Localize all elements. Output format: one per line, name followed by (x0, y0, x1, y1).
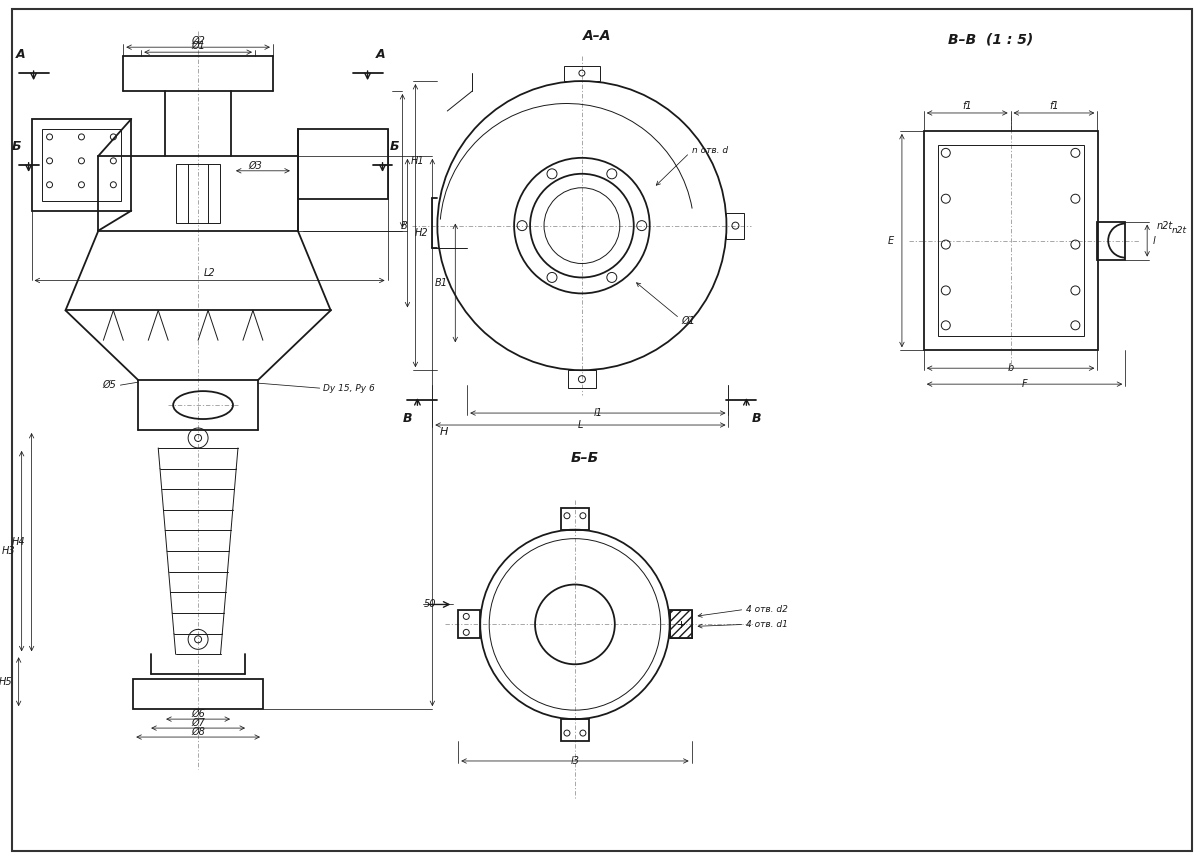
Text: В: В (751, 412, 761, 425)
Text: А: А (16, 48, 25, 61)
Text: В: В (403, 412, 412, 425)
Text: В1: В1 (434, 278, 448, 288)
Text: b: b (1008, 363, 1014, 373)
Text: f1: f1 (962, 101, 972, 111)
Bar (133, 679, 263, 709)
Text: Ø6: Ø6 (191, 710, 205, 719)
Text: 50: 50 (424, 599, 437, 610)
Bar (568, 370, 596, 388)
Text: l3: l3 (570, 756, 580, 766)
Text: H3: H3 (2, 546, 16, 556)
Bar (564, 66, 600, 81)
Bar (726, 212, 744, 238)
Text: 4 отв. d2: 4 отв. d2 (746, 605, 788, 614)
Text: Ø3: Ø3 (248, 161, 262, 171)
Text: Dy 15, Ру 6: Dy 15, Ру 6 (323, 384, 374, 393)
Bar (176, 163, 220, 223)
Text: Ø1: Ø1 (191, 41, 205, 52)
Bar (458, 611, 480, 638)
Text: Ø5: Ø5 (102, 380, 116, 390)
Text: Ø1: Ø1 (682, 316, 696, 325)
Text: А: А (376, 48, 385, 61)
Bar (670, 611, 691, 638)
Text: H4: H4 (12, 538, 25, 547)
Bar (1097, 222, 1126, 260)
Text: H2: H2 (414, 228, 428, 237)
Text: Б: Б (12, 140, 22, 153)
Text: Ø2: Ø2 (191, 36, 205, 46)
Bar (670, 611, 691, 638)
Text: Б: Б (390, 140, 400, 153)
Text: Ø8: Ø8 (191, 727, 205, 737)
Bar (560, 719, 589, 741)
Text: А–А: А–А (583, 29, 611, 43)
Text: В–В  (1 : 5): В–В (1 : 5) (948, 32, 1033, 46)
Text: l1: l1 (593, 408, 602, 418)
Text: L: L (577, 420, 583, 430)
Bar (560, 507, 589, 530)
Text: 4 отв. d1: 4 отв. d1 (746, 620, 788, 629)
Text: Б–Б: Б–Б (571, 451, 599, 465)
Text: n2t: n2t (1172, 226, 1187, 235)
Text: H: H (439, 427, 448, 438)
Text: F: F (1021, 379, 1027, 389)
Bar (42, 129, 121, 200)
Text: E: E (888, 236, 894, 246)
Text: H5: H5 (0, 677, 13, 687)
Text: H1: H1 (410, 156, 424, 166)
Text: l: l (1153, 236, 1156, 246)
Text: n отв. d: n отв. d (691, 146, 727, 156)
Bar (938, 144, 1085, 336)
Bar (31, 119, 131, 211)
Text: L2: L2 (204, 268, 215, 279)
Text: f1: f1 (1049, 101, 1058, 111)
Bar (924, 131, 1098, 350)
Text: Ø7: Ø7 (191, 718, 205, 728)
Bar (298, 129, 388, 199)
Text: В: В (401, 221, 408, 230)
Text: n2t: n2t (1157, 221, 1174, 230)
